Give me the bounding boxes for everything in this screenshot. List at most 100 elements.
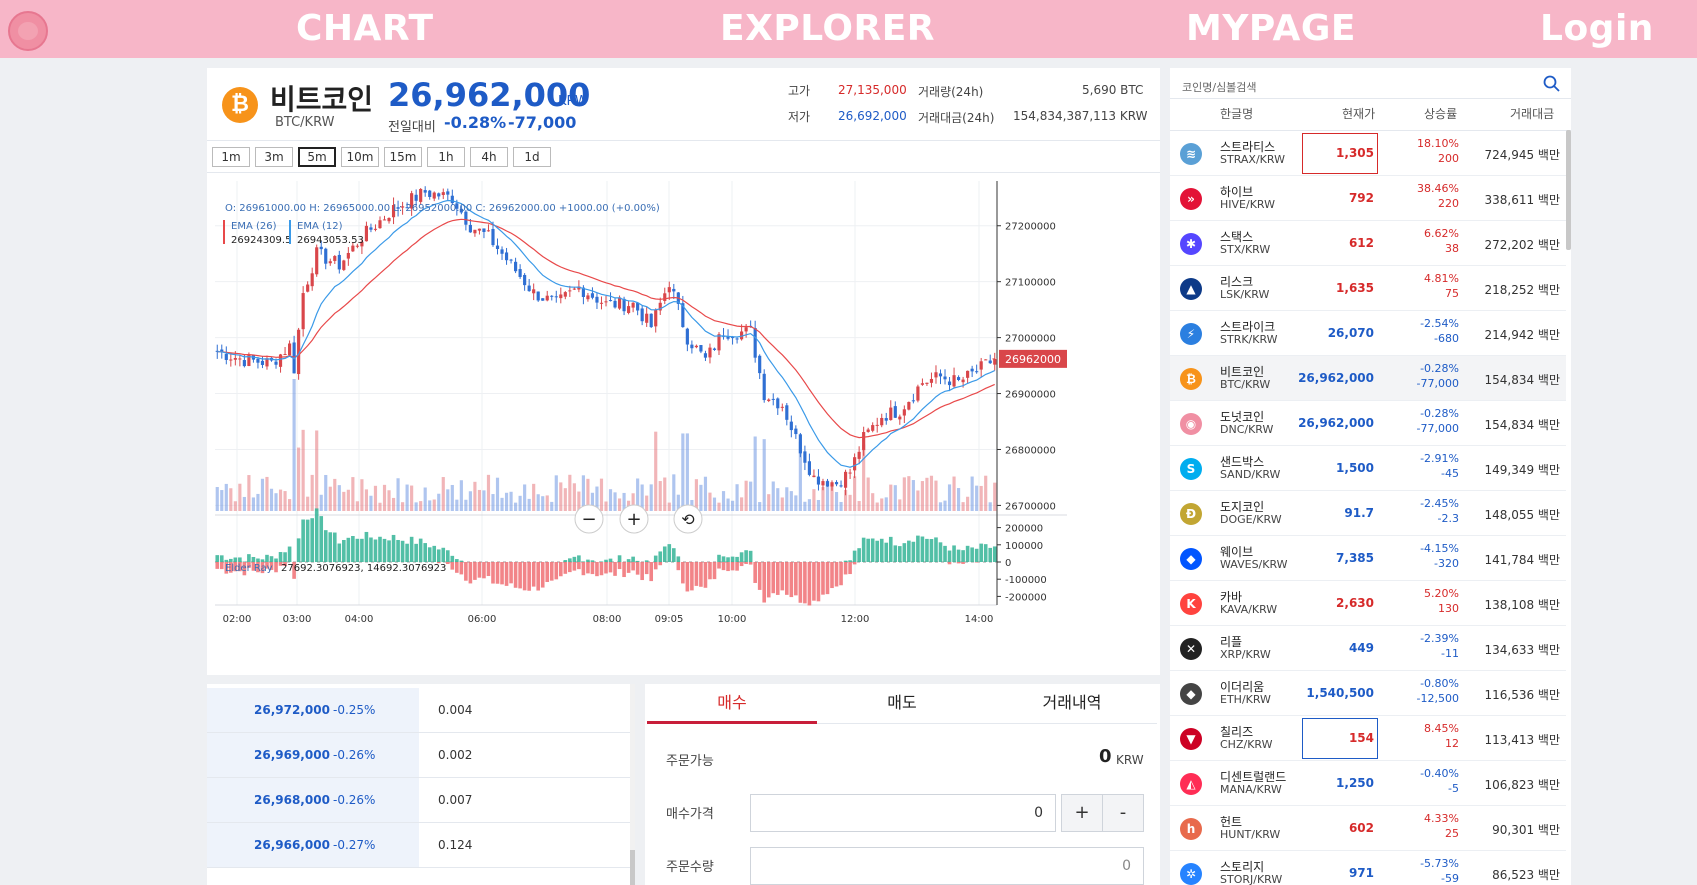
candle <box>694 345 698 348</box>
elder-bull-bar <box>848 560 852 562</box>
coin-row[interactable]: ✲ 스토리지 STORJ/KRW 971 -5.73% -59 86,523 백만 <box>1170 851 1566 885</box>
coin-name: 스트라이크 <box>1220 320 1276 334</box>
candle <box>518 269 522 277</box>
volume-bar <box>536 494 540 511</box>
zoom-in-button[interactable]: + <box>619 504 649 534</box>
available-label: 주문가능 <box>666 754 714 769</box>
time-axis-label: 04:00 <box>345 614 374 625</box>
coin-row[interactable]: ₿ 비트코인 BTC/KRW 26,962,000 -0.28% -77,000 154,8… <box>1170 356 1566 401</box>
coin-row[interactable]: ✕ 리플 XRP/KRW 449 -2.39% -11 134,633 백만 <box>1170 626 1566 671</box>
orderbook-row[interactable]: 26,966,000 -0.27% 0.124 <box>207 823 630 868</box>
tf-1m[interactable]: 1m <box>212 147 250 167</box>
coin-row[interactable]: ≋ 스트라티스 STRAX/KRW 1,305 18.10% 200 724,945 백만 <box>1170 131 1566 176</box>
coin-change-rate: -2.91% <box>1420 452 1459 465</box>
candle <box>224 354 228 360</box>
header-price[interactable]: 현재가 <box>1342 107 1376 121</box>
candle <box>572 288 576 290</box>
coin-row[interactable]: ✱ 스택스 STX/KRW 612 6.62% 38 272,202 백만 <box>1170 221 1566 266</box>
elder-bull-bar <box>739 552 744 562</box>
tf-3m[interactable]: 3m <box>255 147 293 167</box>
stratis-icon: ≋ <box>1180 143 1202 165</box>
candle <box>464 211 468 225</box>
coin-change: -0.28% -77,000 <box>1417 361 1459 391</box>
elder-bull-bar <box>653 555 658 562</box>
tf-15m[interactable]: 15m <box>384 147 422 167</box>
candle <box>242 360 246 367</box>
quantity-input[interactable]: 0 <box>750 847 1144 885</box>
candle <box>984 359 988 361</box>
price-flash-highlight <box>1302 133 1378 174</box>
elder-bull-bar <box>748 550 753 562</box>
coin-list-scrollbar[interactable] <box>1566 130 1571 250</box>
tab-buy[interactable]: 매수 <box>647 688 817 724</box>
elder-bear-bar <box>708 562 712 580</box>
search-input[interactable]: 코인명/심볼검색 <box>1182 81 1257 94</box>
coin-row[interactable]: ◉ 도넛코인 DNC/KRW 26,962,000 -0.28% -77,000 154,8… <box>1170 401 1566 446</box>
volume-bar <box>812 489 816 511</box>
coin-row[interactable]: » 하이브 HIVE/KRW 792 38.46% 220 338,611 백만 <box>1170 176 1566 221</box>
volume-bar <box>274 493 278 511</box>
header-name[interactable]: 한글명 <box>1220 107 1254 121</box>
tf-1d[interactable]: 1d <box>513 147 551 167</box>
price-axis-label: 26800000 <box>1005 445 1056 456</box>
elder-axis-label: 100000 <box>1005 541 1043 552</box>
orderbook-row[interactable]: 26,969,000 -0.26% 0.002 <box>207 733 630 778</box>
coin-row[interactable]: ⚡ 스트라이크 STRK/KRW 26,070 -2.54% -680 214,942 백만 <box>1170 311 1566 356</box>
coin-change: -2.54% -680 <box>1420 316 1459 346</box>
orderbook-row[interactable]: 26,968,000 -0.26% 0.007 <box>207 778 630 823</box>
candle <box>459 208 463 213</box>
buy-price-input[interactable]: 0 <box>750 794 1056 832</box>
tf-1h[interactable]: 1h <box>427 147 465 167</box>
candle <box>215 350 219 352</box>
tab-sell[interactable]: 매도 <box>817 688 987 724</box>
candle <box>898 416 902 420</box>
candle <box>866 429 870 432</box>
price-chart[interactable]: 27200000 27100000 27000000 26900000 26800000… <box>207 173 1160 673</box>
trade-amount-label: 거래대금(24h) <box>918 111 995 125</box>
volume-bar <box>708 492 712 511</box>
orderbook-row[interactable]: 26,972,000 -0.25% 0.004 <box>207 688 630 733</box>
donut-logo-icon[interactable] <box>8 11 48 51</box>
candle <box>975 371 979 373</box>
coin-row[interactable]: ▲ 리스크 LSK/KRW 1,635 4.81% 75 218,252 백만 <box>1170 266 1566 311</box>
coin-row[interactable]: Ð 도지코인 DOGE/KRW 91.7 -2.45% -2.3 148,055 백만 <box>1170 491 1566 536</box>
coin-row[interactable]: ▼ 칠리즈 CHZ/KRW 154 8.45% 12 113,413 백만 <box>1170 716 1566 761</box>
price-plus-button[interactable]: + <box>1061 794 1103 832</box>
volume-bar <box>654 431 658 511</box>
elder-bull-bar <box>328 532 333 562</box>
coin-change: -0.28% -77,000 <box>1417 406 1459 436</box>
header-volume[interactable]: 거래대금 <box>1510 107 1555 121</box>
coin-row[interactable]: ◆ 웨이브 WAVES/KRW 7,385 -4.15% -320 141,784 백만 <box>1170 536 1566 581</box>
coin-row[interactable]: ◆ 이더리움 ETH/KRW 1,540,500 -0.80% -12,500 116,53… <box>1170 671 1566 716</box>
elder-bear-bar <box>690 562 694 591</box>
elder-bear-bar <box>251 562 256 571</box>
tf-5m[interactable]: 5m <box>298 147 336 167</box>
tf-10m[interactable]: 10m <box>341 147 379 167</box>
nav-chart[interactable]: CHART <box>296 8 434 49</box>
search-icon[interactable] <box>1543 75 1561 93</box>
reset-zoom-button[interactable]: ⟲ <box>673 504 703 534</box>
coin-pair: STRK/KRW <box>1220 333 1278 346</box>
header-rate[interactable]: 상승률 <box>1424 107 1458 121</box>
coin-change-amount: 130 <box>1438 602 1459 615</box>
coin-price: 91.7 <box>1344 506 1374 520</box>
tab-history[interactable]: 거래내역 <box>987 688 1157 724</box>
elder-bull-bar <box>852 550 857 562</box>
nav-login[interactable]: Login <box>1540 8 1654 49</box>
elder-bear-bar <box>540 562 545 588</box>
coin-row[interactable]: S 샌드박스 SAND/KRW 1,500 -2.91% -45 149,349 백만 <box>1170 446 1566 491</box>
coin-row[interactable]: h 헌트 HUNT/KRW 602 4.33% 25 90,301 백만 <box>1170 806 1566 851</box>
orderbook-scrollbar[interactable] <box>630 684 635 885</box>
zoom-out-button[interactable]: − <box>574 504 604 534</box>
price-minus-button[interactable]: - <box>1102 794 1144 832</box>
elder-bear-bar <box>961 562 965 564</box>
nav-mypage[interactable]: MYPAGE <box>1186 8 1356 49</box>
coin-row[interactable]: K 카바 KAVA/KRW 2,630 5.20% 130 138,108 백만 <box>1170 581 1566 626</box>
tf-4h[interactable]: 4h <box>470 147 508 167</box>
candle <box>667 287 671 293</box>
coin-row[interactable]: ◭ 디센트럴랜드 MANA/KRW 1,250 -0.40% -5 106,823 백만 <box>1170 761 1566 806</box>
volume-bar <box>663 477 667 511</box>
elder-bull-bar <box>373 539 378 562</box>
nav-explorer[interactable]: EXPLORER <box>720 8 936 49</box>
elder-bear-bar <box>653 562 658 570</box>
